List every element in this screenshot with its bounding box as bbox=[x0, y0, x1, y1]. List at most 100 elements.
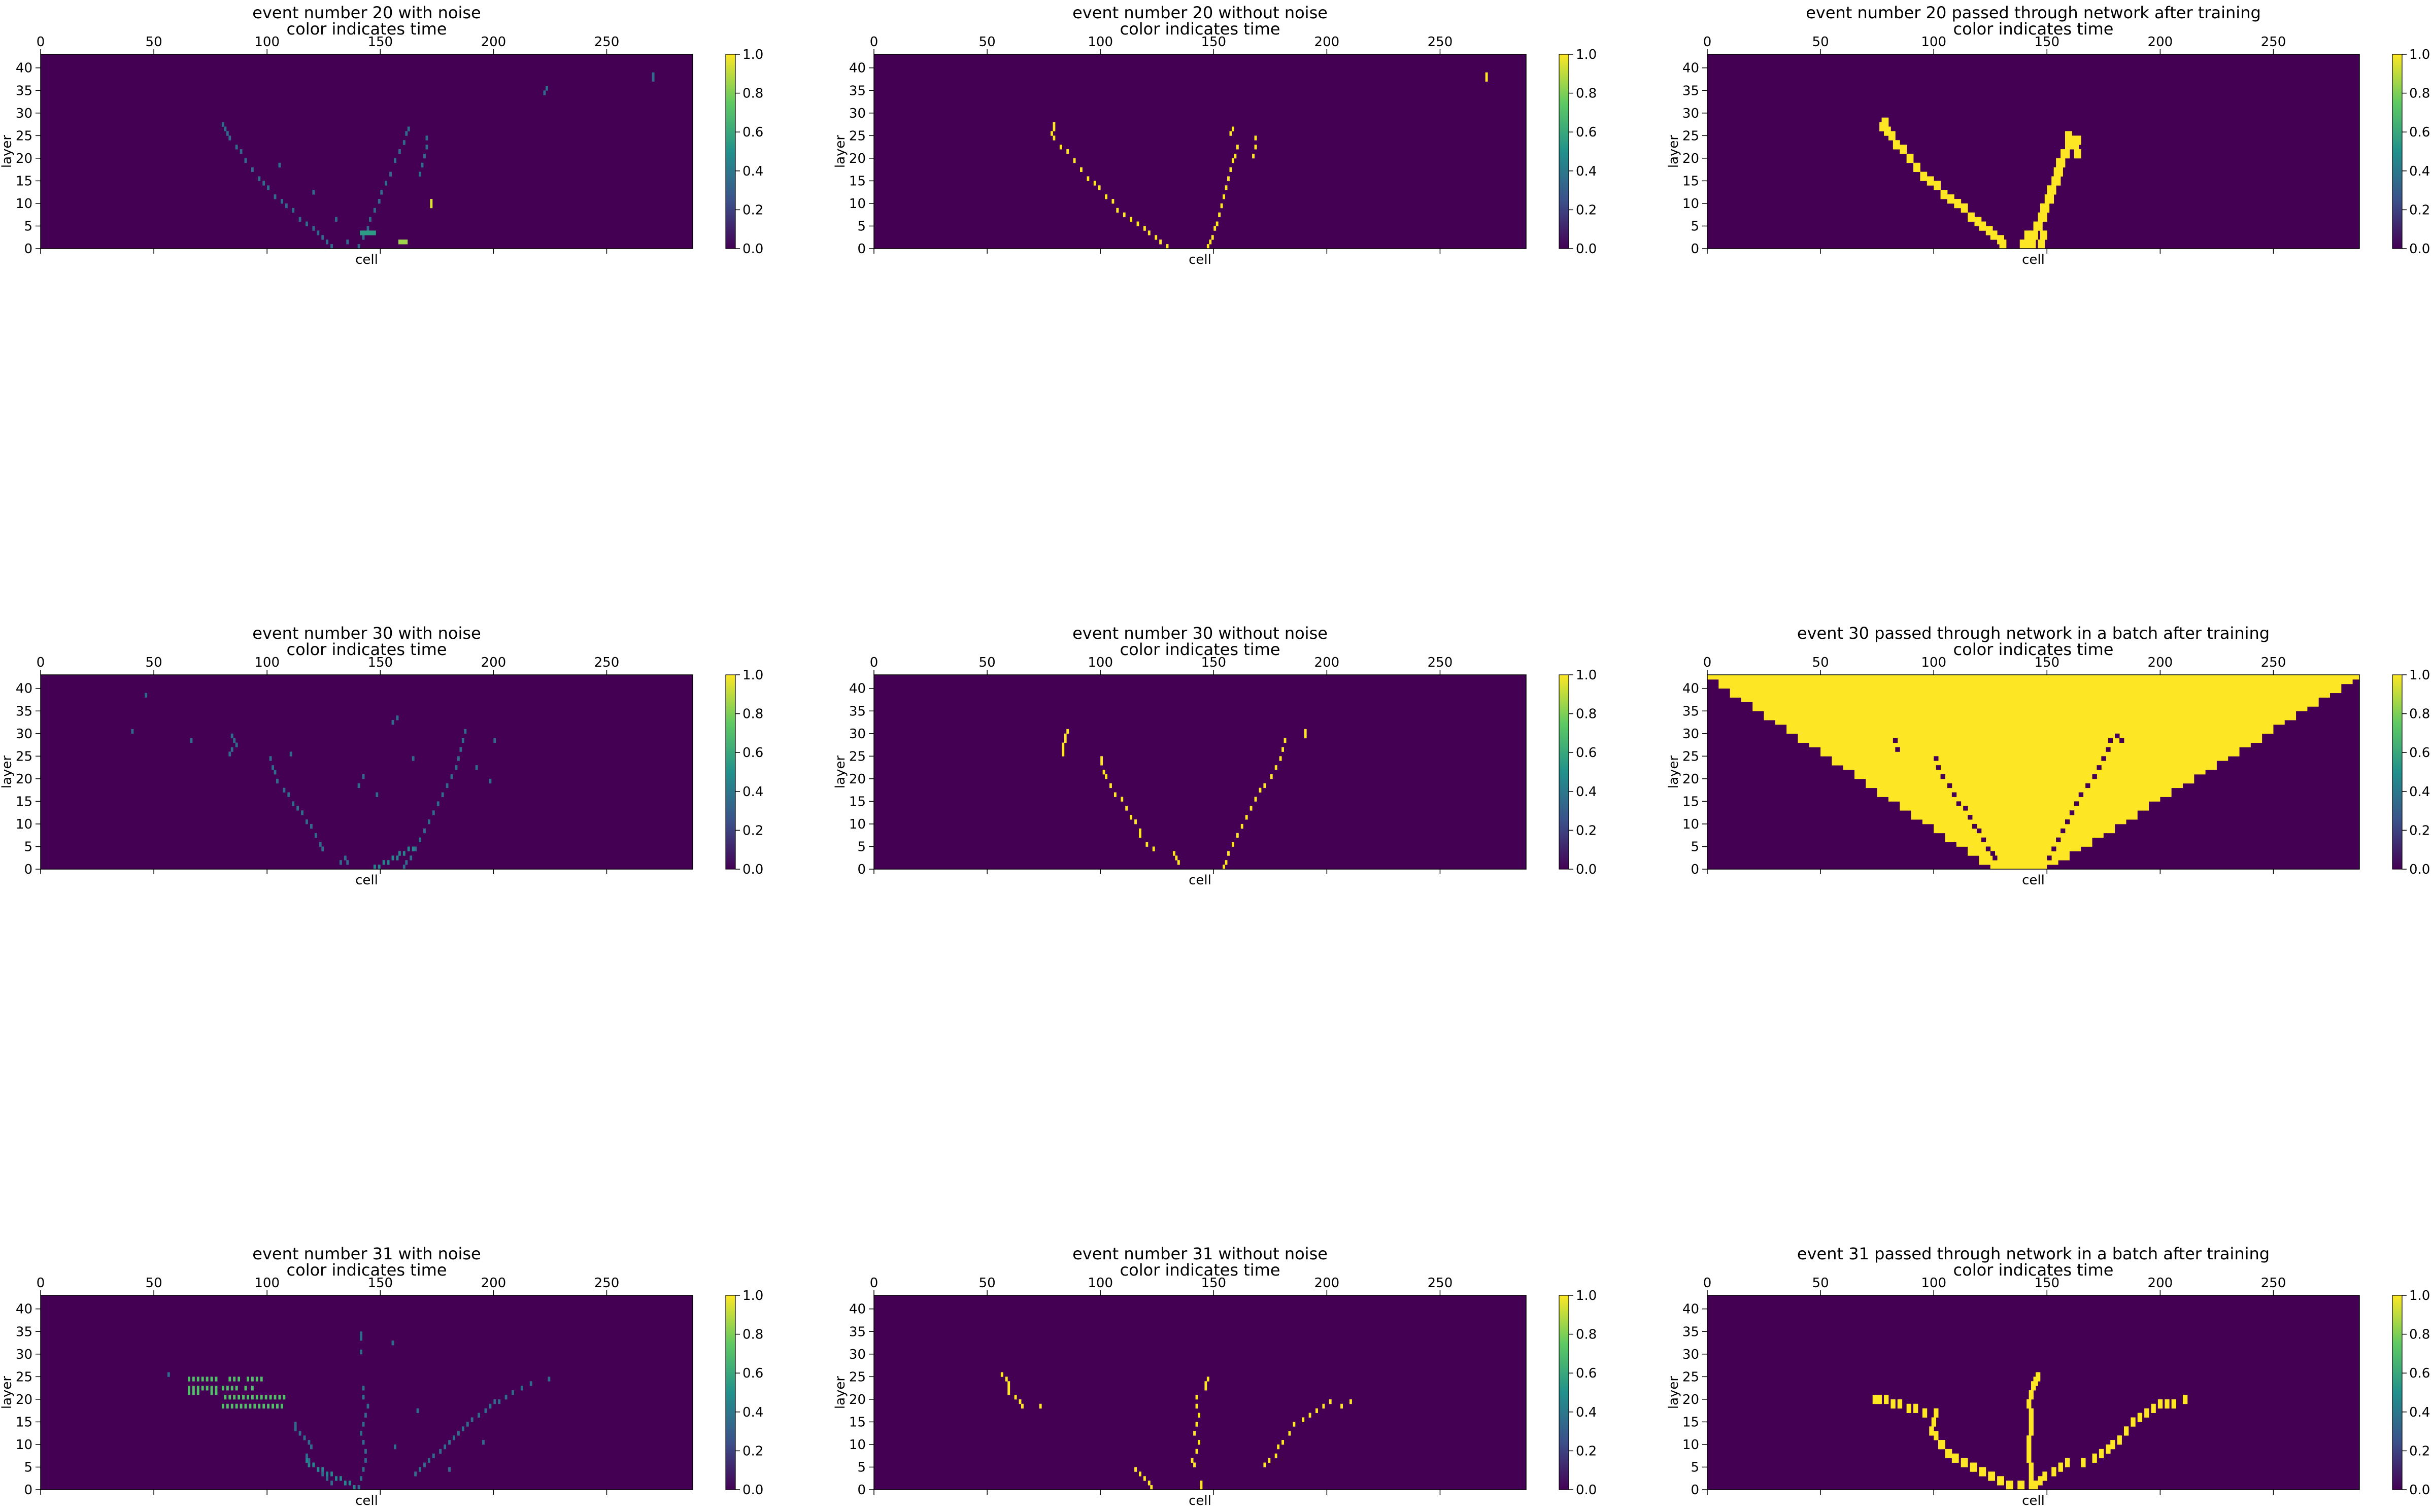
blob-cell bbox=[1909, 1403, 1911, 1409]
blob-cell bbox=[2063, 162, 2066, 168]
blob-cell bbox=[2010, 1481, 2013, 1486]
blob-cell bbox=[1963, 1458, 1966, 1463]
track-cell bbox=[1139, 1471, 1141, 1476]
axes-frame bbox=[1707, 54, 2360, 249]
track-cell bbox=[362, 230, 365, 235]
blob-cell bbox=[1954, 1458, 1957, 1463]
y-tick-label: 15 bbox=[849, 174, 866, 189]
track-cell bbox=[226, 131, 229, 136]
blob-cell bbox=[2044, 1476, 2047, 1481]
cone-row bbox=[1945, 833, 2104, 838]
cone-row bbox=[1832, 756, 2229, 761]
track-cell bbox=[1206, 1377, 1209, 1382]
y-tick-label: 15 bbox=[1682, 1415, 1699, 1430]
track-cell bbox=[414, 846, 417, 851]
track-cell bbox=[366, 230, 369, 235]
blob-cell bbox=[2061, 1467, 2063, 1472]
blob-cell bbox=[2029, 244, 2032, 249]
blob-cell bbox=[1909, 158, 1911, 163]
y-axis-label: layer bbox=[0, 755, 15, 789]
track-cell bbox=[373, 208, 376, 213]
track-cell bbox=[285, 203, 288, 209]
blob-cell bbox=[2081, 1458, 2084, 1463]
blob-cell bbox=[2065, 1458, 2068, 1463]
track-cell bbox=[459, 747, 462, 752]
hole-cell bbox=[1976, 828, 1979, 834]
colorbar bbox=[725, 1295, 736, 1490]
noise-cell bbox=[652, 77, 655, 82]
blob-cell bbox=[1900, 145, 1903, 150]
colorbar-tick-label: 0.2 bbox=[2409, 823, 2430, 838]
track-cell bbox=[423, 1462, 426, 1467]
blob-cell bbox=[1897, 145, 1900, 150]
track-cell bbox=[362, 1467, 365, 1472]
panel-subtitle: color indicates time bbox=[1953, 640, 2114, 659]
cone-row bbox=[1866, 783, 2183, 788]
blob-cell bbox=[1990, 230, 1993, 235]
blob-cell bbox=[1990, 1476, 1993, 1481]
panel-title: event number 31 with noise bbox=[252, 1244, 481, 1263]
blob-cell bbox=[2004, 244, 2007, 249]
blob-cell bbox=[2058, 1462, 2061, 1467]
track-cell bbox=[478, 1413, 480, 1418]
track-cell bbox=[1254, 797, 1257, 802]
panel-title: event number 31 without noise bbox=[1072, 1244, 1328, 1263]
blob-cell bbox=[1993, 235, 1996, 240]
cone-row bbox=[1820, 747, 2240, 752]
x-tick-label: 250 bbox=[1428, 1276, 1453, 1291]
noise-cell bbox=[335, 217, 337, 222]
blob-cell bbox=[2031, 235, 2034, 240]
blob-cell bbox=[2038, 239, 2041, 245]
x-tick-label: 50 bbox=[979, 655, 996, 670]
blob-cell bbox=[1936, 181, 1939, 186]
blob-cell bbox=[2027, 1458, 2029, 1463]
blob-cell bbox=[2094, 1458, 2097, 1463]
blob-cell bbox=[2027, 1403, 2029, 1409]
blob-cell bbox=[2078, 135, 2081, 141]
track-cell bbox=[201, 1377, 204, 1382]
hole-cell bbox=[2099, 765, 2102, 770]
track-cell bbox=[1277, 1444, 1280, 1450]
blob-cell bbox=[2031, 244, 2034, 249]
x-tick-label: 0 bbox=[870, 655, 879, 670]
cone-row bbox=[1786, 729, 2274, 734]
blob-cell bbox=[2040, 208, 2043, 213]
track-cell bbox=[339, 1476, 342, 1481]
track-cell bbox=[251, 1377, 254, 1382]
track-cell bbox=[258, 1403, 261, 1409]
blob-cell bbox=[2031, 239, 2034, 245]
blob-cell bbox=[1897, 1403, 1900, 1409]
blob-cell bbox=[2044, 208, 2047, 213]
blob-cell bbox=[1909, 153, 1911, 159]
blob-cell bbox=[2049, 194, 2052, 199]
blob-cell bbox=[2065, 145, 2068, 150]
track-cell bbox=[260, 1377, 263, 1382]
track-cell bbox=[362, 1386, 365, 1391]
track-cell bbox=[446, 783, 449, 788]
blob-cell bbox=[1970, 212, 1973, 218]
blob-cell bbox=[2044, 212, 2047, 218]
x-tick-label: 50 bbox=[146, 655, 162, 670]
blob-cell bbox=[2051, 181, 2054, 186]
track-cell bbox=[228, 135, 231, 141]
blob-cell bbox=[2133, 1422, 2136, 1427]
track-cell bbox=[210, 1390, 213, 1395]
track-cell bbox=[1130, 217, 1133, 222]
blob-cell bbox=[1884, 1399, 1886, 1404]
track-cell bbox=[407, 846, 410, 851]
blob-cell bbox=[2035, 1372, 2038, 1377]
blob-cell bbox=[2099, 1449, 2102, 1454]
blob-cell bbox=[1881, 122, 1884, 127]
track-cell bbox=[353, 1485, 356, 1490]
heatmap-cells bbox=[1000, 1372, 1352, 1490]
hole-cell bbox=[1897, 747, 1900, 752]
colorbar-tick-label: 0.6 bbox=[742, 745, 763, 761]
blob-cell bbox=[1897, 140, 1900, 145]
blob-cell bbox=[2029, 1453, 2032, 1459]
track-cell bbox=[321, 846, 324, 851]
blob-cell bbox=[1954, 199, 1957, 204]
blob-cell bbox=[1906, 1403, 1909, 1409]
colorbar bbox=[1559, 674, 1569, 870]
blob-cell bbox=[1913, 167, 1916, 172]
blob-cell bbox=[2042, 208, 2045, 213]
